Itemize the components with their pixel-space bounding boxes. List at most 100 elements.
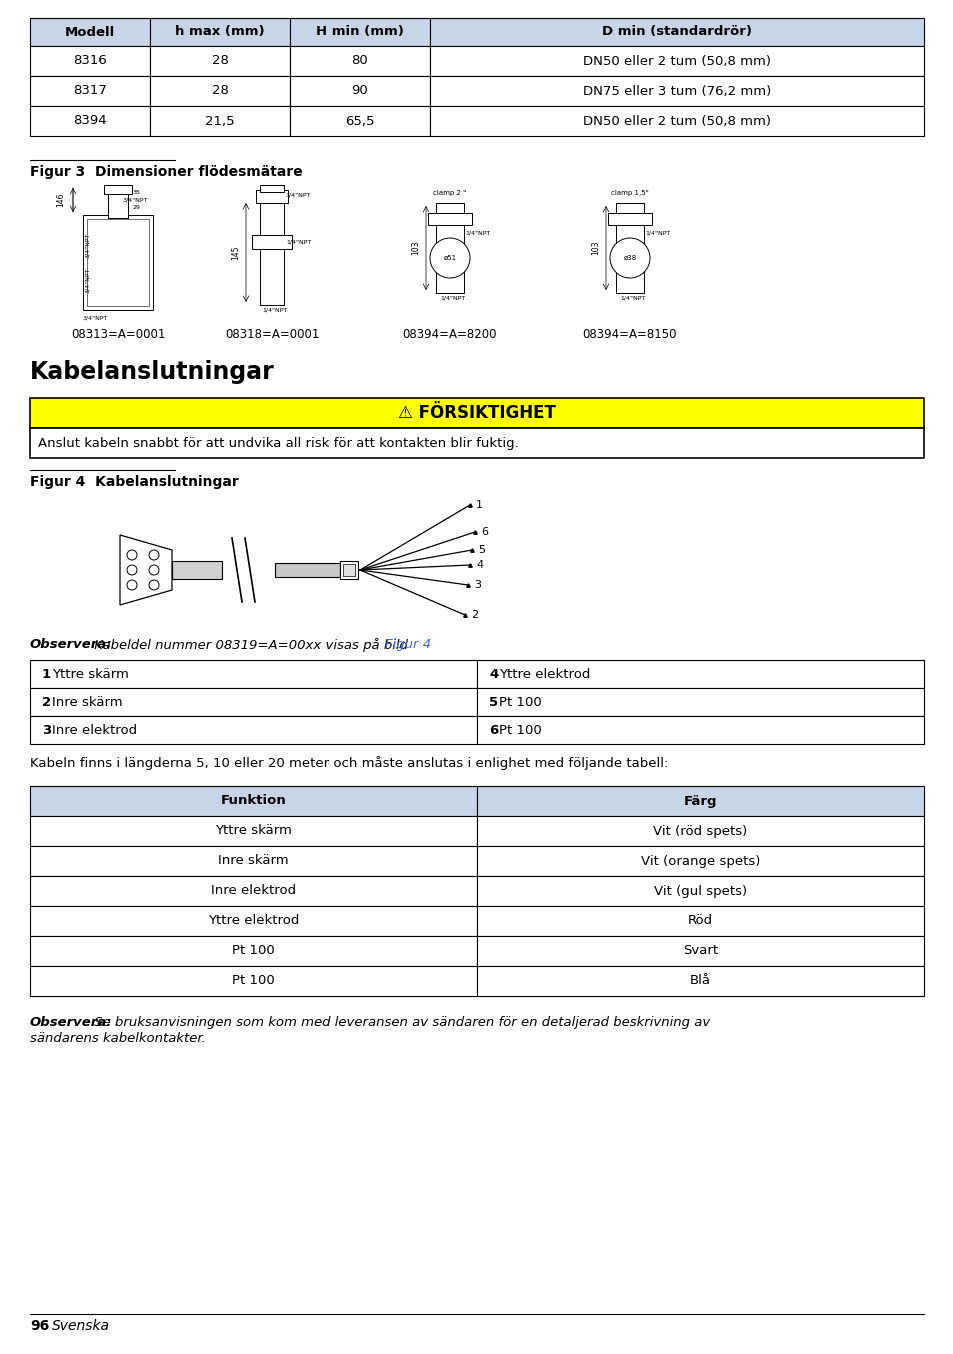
Bar — [104, 185, 132, 194]
Text: Yttre skärm: Yttre skärm — [214, 825, 292, 838]
Text: Inre elektrod: Inre elektrod — [211, 884, 295, 898]
Text: Inre elektrod: Inre elektrod — [52, 723, 137, 737]
Text: 28: 28 — [212, 54, 228, 68]
Text: 3/4"NPT: 3/4"NPT — [286, 192, 311, 198]
Text: Vit (gul spets): Vit (gul spets) — [653, 884, 746, 898]
Text: Anslut kabeln snabbt för att undvika all risk för att kontakten blir fuktig.: Anslut kabeln snabbt för att undvika all… — [38, 436, 518, 450]
Circle shape — [127, 580, 137, 590]
Bar — [30, 716, 476, 743]
Bar — [343, 565, 355, 575]
Circle shape — [149, 565, 159, 575]
Bar — [30, 816, 476, 846]
Bar — [30, 965, 476, 997]
Text: 3: 3 — [474, 580, 480, 590]
Text: 1/4"NPT: 1/4"NPT — [286, 240, 311, 245]
Text: 8394: 8394 — [73, 115, 107, 127]
Bar — [87, 219, 149, 306]
Text: sändarens kabelkontakter.: sändarens kabelkontakter. — [30, 1032, 206, 1045]
Text: 65,5: 65,5 — [345, 115, 375, 127]
Bar — [476, 936, 923, 965]
Polygon shape — [120, 535, 172, 605]
Bar — [260, 185, 284, 192]
Text: Modell: Modell — [65, 26, 115, 38]
Bar — [30, 398, 923, 428]
Bar — [476, 876, 923, 906]
Bar — [616, 203, 643, 292]
Bar — [150, 46, 290, 76]
Bar — [430, 18, 923, 46]
Text: 21,5: 21,5 — [205, 115, 234, 127]
Bar — [607, 213, 651, 225]
Bar — [30, 787, 476, 816]
Text: DN75 eller 3 tum (76,2 mm): DN75 eller 3 tum (76,2 mm) — [582, 84, 770, 97]
Bar — [430, 46, 923, 76]
Text: 1/4"NPT: 1/4"NPT — [644, 230, 670, 236]
Text: 29: 29 — [132, 204, 141, 210]
Text: 4: 4 — [476, 561, 482, 570]
Bar — [108, 190, 128, 218]
Text: Pt 100: Pt 100 — [498, 696, 541, 708]
Text: Svart: Svart — [682, 945, 718, 957]
Text: Blå: Blå — [689, 975, 710, 987]
Text: DN50 eller 2 tum (50,8 mm): DN50 eller 2 tum (50,8 mm) — [582, 54, 770, 68]
Bar — [290, 106, 430, 135]
Circle shape — [609, 238, 649, 278]
Text: 08318=A=0001: 08318=A=0001 — [225, 328, 319, 341]
Circle shape — [127, 565, 137, 575]
Bar — [30, 18, 150, 46]
Text: DN50 eller 2 tum (50,8 mm): DN50 eller 2 tum (50,8 mm) — [582, 115, 770, 127]
Bar — [428, 213, 472, 225]
Text: Färg: Färg — [683, 795, 717, 807]
Text: ø51: ø51 — [443, 255, 456, 261]
Bar — [290, 76, 430, 106]
Bar — [290, 46, 430, 76]
Text: Kabelanslutningar: Kabelanslutningar — [30, 360, 274, 385]
Text: Vit (röd spets): Vit (röd spets) — [653, 825, 747, 838]
Text: 103: 103 — [591, 241, 599, 256]
Bar — [150, 76, 290, 106]
Bar — [30, 906, 476, 936]
Text: 3/4"NPT: 3/4"NPT — [85, 233, 90, 257]
Text: 2: 2 — [471, 611, 477, 620]
Bar — [30, 428, 923, 458]
Text: Yttre elektrod: Yttre elektrod — [208, 914, 299, 927]
Text: Vit (orange spets): Vit (orange spets) — [640, 854, 760, 868]
Bar — [430, 106, 923, 135]
Circle shape — [430, 238, 470, 278]
Bar — [30, 688, 476, 716]
Text: 146: 146 — [56, 192, 66, 207]
Bar — [172, 561, 222, 580]
Circle shape — [149, 550, 159, 561]
Bar — [476, 846, 923, 876]
Text: 3/4"NPT: 3/4"NPT — [83, 315, 109, 320]
Text: Funktion: Funktion — [220, 795, 286, 807]
Bar — [252, 236, 292, 249]
Text: 90: 90 — [352, 84, 368, 97]
Text: 1: 1 — [476, 500, 482, 510]
Text: 1/4"NPT: 1/4"NPT — [439, 297, 465, 301]
Text: 145: 145 — [232, 245, 240, 260]
Text: Yttre elektrod: Yttre elektrod — [498, 668, 590, 681]
Text: 5: 5 — [489, 696, 497, 708]
Bar — [476, 965, 923, 997]
Text: Observera:: Observera: — [30, 1016, 112, 1029]
Text: Inre skärm: Inre skärm — [52, 696, 123, 708]
Bar — [30, 876, 476, 906]
Bar — [30, 846, 476, 876]
Text: 1/4"NPT: 1/4"NPT — [464, 230, 490, 236]
Text: Pt 100: Pt 100 — [498, 723, 541, 737]
Text: D min (standardrör): D min (standardrör) — [601, 26, 751, 38]
Bar — [274, 563, 339, 577]
Text: 5: 5 — [477, 546, 484, 555]
Bar — [255, 190, 288, 203]
Text: Figur 4: Figur 4 — [385, 638, 431, 651]
Bar — [476, 688, 923, 716]
Text: 1: 1 — [42, 668, 51, 681]
Text: 8316: 8316 — [73, 54, 107, 68]
Text: Kabeln finns i längderna 5, 10 eller 20 meter och måste anslutas i enlighet med : Kabeln finns i längderna 5, 10 eller 20 … — [30, 756, 668, 770]
Bar — [476, 716, 923, 743]
Text: Svenska: Svenska — [52, 1319, 110, 1332]
Bar — [430, 76, 923, 106]
Text: Figur 4  Kabelanslutningar: Figur 4 Kabelanslutningar — [30, 475, 238, 489]
Bar — [150, 18, 290, 46]
